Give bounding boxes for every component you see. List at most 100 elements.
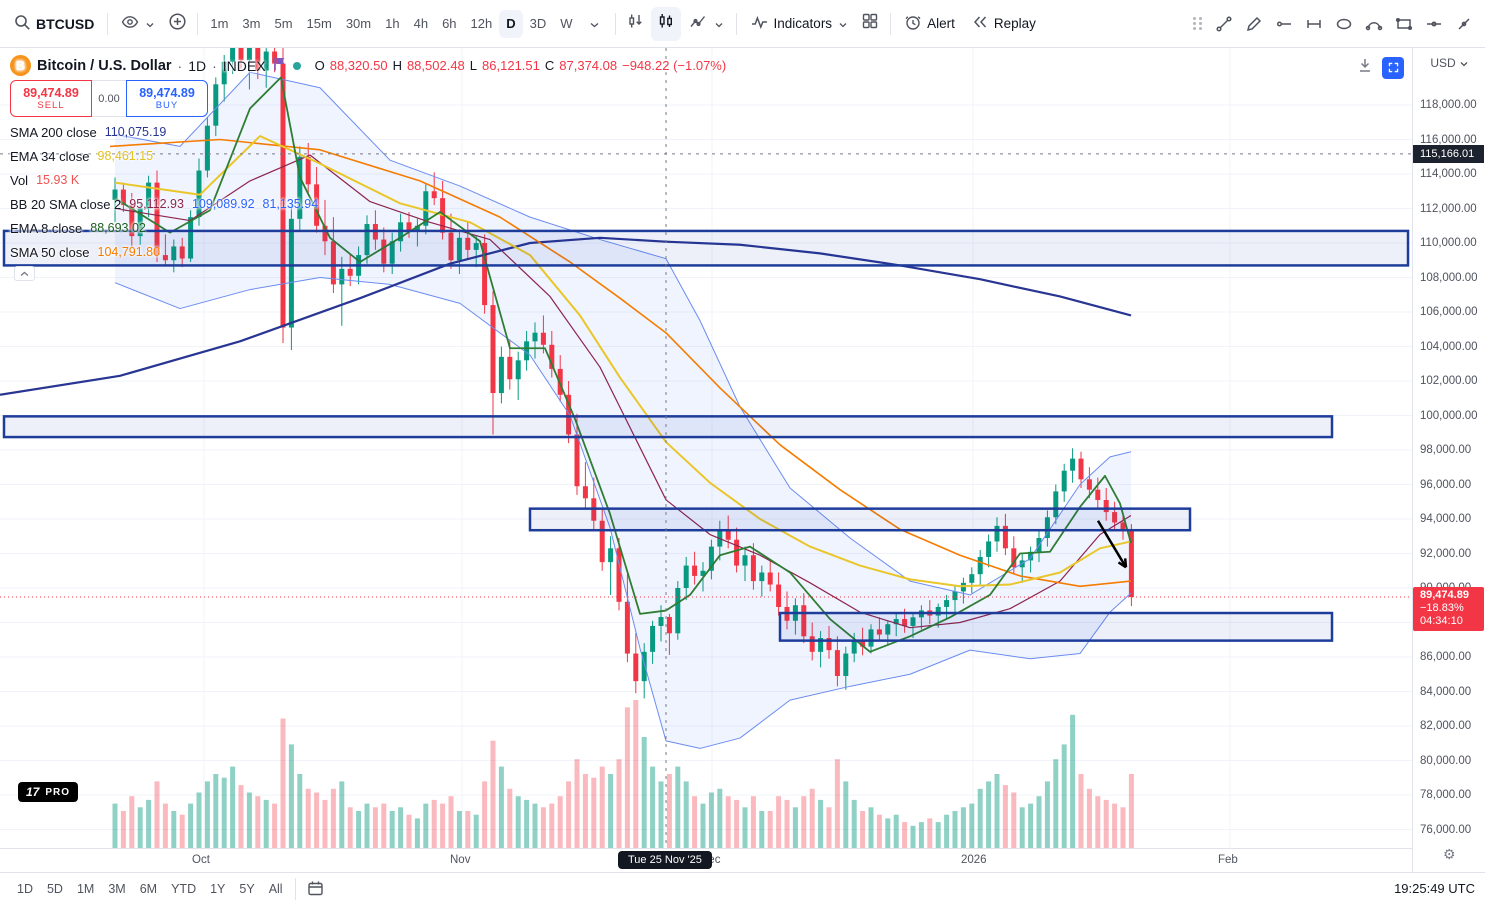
- toolbar-drag-handle[interactable]: [1193, 17, 1203, 30]
- range-all[interactable]: All: [268, 881, 283, 896]
- high-label: H: [392, 58, 402, 73]
- go-to-date-button[interactable]: [301, 876, 331, 902]
- buy-price: 89,474.89: [139, 86, 195, 100]
- top-toolbar: BTCUSD 1m 3m 5m 15m 30m 1h 4h 6h 12h D 3D W Indicat…: [0, 0, 1485, 48]
- legend-bb-20-sma-close-2[interactable]: BB 20 SMA close 2 95,112.93 109,089.92 81,1…: [10, 192, 318, 216]
- sell-label: SELL: [37, 100, 65, 111]
- range-1m[interactable]: 1M: [76, 881, 95, 896]
- range-5d[interactable]: 5D: [46, 881, 63, 896]
- price-tick: 112,000.00: [1420, 202, 1477, 215]
- price-tick: 96,000.00: [1420, 478, 1472, 491]
- currency-selector[interactable]: USD: [1413, 56, 1485, 70]
- cross-line-tool-button[interactable]: [1449, 7, 1479, 41]
- timeframe-6h[interactable]: 6h: [442, 16, 457, 31]
- chevron-down-icon: [839, 16, 847, 31]
- trend-line-tool-button[interactable]: [1209, 7, 1239, 41]
- range-1y[interactable]: 1Y: [210, 881, 226, 896]
- alert-label: Alert: [927, 16, 955, 31]
- legend-value: 110,075.19: [104, 125, 167, 139]
- ellipse-tool-button[interactable]: [1329, 7, 1359, 41]
- measure-tool-button[interactable]: [1299, 7, 1329, 41]
- chevron-down-icon: [146, 16, 154, 31]
- brush-tool-button[interactable]: [1239, 7, 1269, 41]
- horizontal-line-tool-button[interactable]: [1419, 7, 1449, 41]
- time-axis[interactable]: Tue 25 Nov '25 OctNovDec2026Feb: [0, 848, 1412, 872]
- sell-button[interactable]: 89,474.89 SELL: [10, 80, 92, 117]
- divider: [197, 12, 199, 35]
- timeframe-15m[interactable]: 15m: [306, 16, 332, 31]
- timeframe-30m[interactable]: 30m: [345, 16, 372, 31]
- legend-vol[interactable]: Vol 15.93 K: [10, 168, 318, 192]
- candle-arrows-icon: [627, 12, 645, 35]
- range-6m[interactable]: 6M: [139, 881, 158, 896]
- sell-price: 89,474.89: [23, 86, 79, 100]
- price-tick: 110,000.00: [1420, 237, 1477, 249]
- price-chart[interactable]: [0, 48, 1412, 848]
- replay-icon: [971, 13, 989, 34]
- horizontal-ray-tool-button[interactable]: [1269, 7, 1299, 41]
- timeframe-3D[interactable]: 3D: [529, 16, 547, 31]
- alert-button[interactable]: Alert: [896, 7, 963, 41]
- horizontal-line-icon: [1427, 20, 1441, 27]
- bar-change-button[interactable]: [621, 7, 651, 41]
- scroll-to-recent-icon[interactable]: [1356, 56, 1374, 79]
- legend-sma-50-close[interactable]: SMA 50 close 104,791.80: [10, 240, 318, 264]
- timeframe-more-button[interactable]: [580, 7, 610, 41]
- range-1d[interactable]: 1D: [17, 881, 33, 896]
- range-ytd[interactable]: YTD: [171, 881, 197, 896]
- range-5y[interactable]: 5Y: [239, 881, 255, 896]
- chart-type-button[interactable]: [650, 6, 681, 41]
- symbol-search-button[interactable]: BTCUSD: [6, 7, 102, 41]
- high-value: 88,502.48: [406, 58, 465, 73]
- symbol-name: BTCUSD: [36, 15, 95, 32]
- spread-value: 0.00: [92, 80, 126, 117]
- legend-value: 109,089.92: [191, 197, 255, 211]
- timeframe-4h[interactable]: 4h: [413, 16, 429, 31]
- interval-label[interactable]: 1D: [188, 57, 207, 74]
- legend-value: 15.93 K: [36, 173, 80, 187]
- price-axis[interactable]: USD 118,000.00 116,000.00 114,000.00 112,00…: [1412, 48, 1485, 872]
- search-icon: [14, 14, 31, 34]
- change-value: −948.22 (−1.07%): [622, 58, 727, 73]
- chart-main: B Bitcoin / U.S. Dollar · 1D · INDEX O 88…: [0, 48, 1485, 872]
- curve-tool-button[interactable]: [1359, 7, 1389, 41]
- timeframe-3m[interactable]: 3m: [242, 16, 261, 31]
- plus-circle-icon: [168, 12, 187, 36]
- range-3m[interactable]: 3M: [108, 881, 126, 896]
- timeframe-5m[interactable]: 5m: [274, 16, 293, 31]
- replay-button[interactable]: Replay: [963, 7, 1044, 41]
- compare-add-button[interactable]: [162, 7, 192, 41]
- timeframe-1m[interactable]: 1m: [210, 16, 229, 31]
- timeframe-1h[interactable]: 1h: [385, 16, 400, 31]
- divider: [294, 877, 296, 900]
- legend-ema-8-close[interactable]: EMA 8 close 88,693.02: [10, 216, 318, 240]
- symbol-eye-button[interactable]: [113, 7, 162, 41]
- legend-label: EMA 8 close: [10, 220, 83, 236]
- clock-utc[interactable]: 19:25:49 UTC: [1394, 881, 1475, 896]
- cross-line-icon: [1458, 17, 1470, 30]
- layout-grid-button[interactable]: [855, 7, 885, 41]
- legend-sma-200-close[interactable]: SMA 200 close 110,075.19: [10, 120, 318, 144]
- legend-value: 88,693.02: [90, 221, 146, 235]
- gear-icon[interactable]: ⚙: [1443, 846, 1456, 862]
- buy-button[interactable]: 89,474.89 BUY: [126, 80, 208, 117]
- line-tools-button[interactable]: [681, 7, 731, 41]
- timeframe-12h[interactable]: 12h: [470, 16, 493, 31]
- legend-ema-34-close[interactable]: EMA 34 close 98,461.15: [10, 144, 318, 168]
- timeframe-D[interactable]: D: [499, 9, 523, 38]
- maximize-icon[interactable]: [1382, 56, 1404, 79]
- collapse-legends-button[interactable]: [14, 266, 35, 281]
- price-tick: 104,000.00: [1420, 340, 1478, 353]
- timeframe-W[interactable]: W: [560, 16, 573, 31]
- chart-pane[interactable]: B Bitcoin / U.S. Dollar · 1D · INDEX O 88…: [0, 48, 1412, 872]
- chart-legend-header[interactable]: B Bitcoin / U.S. Dollar · 1D · INDEX O 88…: [10, 55, 726, 76]
- price-tick: 82,000.00: [1420, 720, 1472, 732]
- flag-icon[interactable]: [272, 56, 287, 75]
- ohlc-values: O 88,320.50 H 88,502.48 L 86,121.51 C 87,374…: [315, 58, 727, 73]
- indicators-button[interactable]: Indicators: [742, 7, 856, 41]
- candles-icon: [657, 12, 675, 35]
- chevron-down-icon: [590, 15, 599, 33]
- rectangle-tool-button[interactable]: [1389, 7, 1419, 41]
- tradingview-pro-badge[interactable]: 17 PRO: [18, 782, 79, 802]
- chevron-down-icon: [1460, 56, 1468, 70]
